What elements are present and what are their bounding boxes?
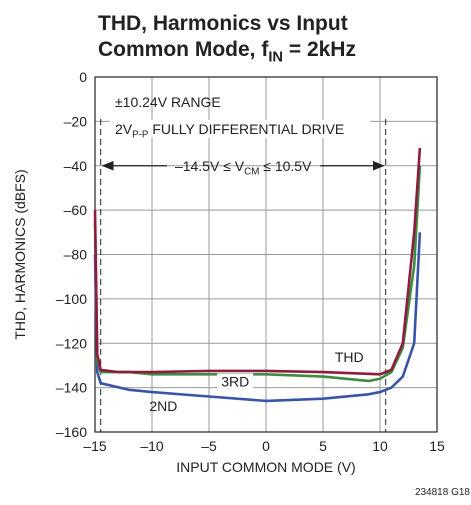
y-tick-label: –120 bbox=[56, 335, 87, 351]
x-tick-label: –15 bbox=[83, 438, 107, 454]
chart-title-part: Common Mode, f bbox=[98, 38, 269, 61]
x-tick-label: 0 bbox=[262, 438, 270, 454]
y-tick-label: –60 bbox=[64, 202, 88, 218]
series-line bbox=[93, 165, 422, 383]
annotation-part: P-P bbox=[132, 130, 149, 141]
y-axis-label: THD, HARMONICS (dBFS) bbox=[12, 169, 28, 339]
y-tick-label: –80 bbox=[64, 247, 88, 263]
annotation: 2VP-P FULLY DIFFERENTIAL DRIVE bbox=[115, 121, 344, 141]
chart-title-part: IN bbox=[268, 49, 283, 65]
annotation: ±10.24V RANGE bbox=[115, 94, 221, 110]
y-tick-label: 0 bbox=[79, 69, 87, 85]
annotation-part: 2V bbox=[115, 121, 133, 137]
y-tick-label: –100 bbox=[56, 291, 87, 307]
footnote: 234818 G18 bbox=[415, 487, 470, 498]
chart-title-part: = 2kHz bbox=[283, 38, 356, 61]
annotation-part: –14.5V ≤ V bbox=[175, 158, 245, 174]
chart-title-part: THD, Harmonics vs Input bbox=[98, 12, 348, 35]
footnote-part: 234818 G18 bbox=[415, 487, 470, 498]
y-tick-label: –20 bbox=[64, 113, 88, 129]
label-bg bbox=[217, 373, 254, 390]
x-tick-label: 15 bbox=[429, 438, 445, 454]
y-tick-label: –160 bbox=[56, 424, 87, 440]
annotation-part: ≤ 10.5V bbox=[259, 158, 312, 174]
annotation: –14.5V ≤ VCM ≤ 10.5V bbox=[175, 158, 312, 178]
series-label: THD bbox=[335, 349, 364, 365]
series-label: 2ND bbox=[149, 398, 177, 414]
x-tick-label: 10 bbox=[372, 438, 388, 454]
x-tick-label: 5 bbox=[319, 438, 327, 454]
annotation-part: FULLY DIFFERENTIAL DRIVE bbox=[148, 121, 344, 137]
y-tick-label: –40 bbox=[64, 158, 88, 174]
chart-title: THD, Harmonics vs Input bbox=[98, 12, 348, 35]
x-axis-label: INPUT COMMON MODE (V) bbox=[176, 459, 355, 475]
y-tick-label: –140 bbox=[56, 380, 87, 396]
annotation-part: CM bbox=[244, 166, 259, 177]
x-tick-label: –10 bbox=[140, 438, 164, 454]
chart-title: Common Mode, fIN = 2kHz bbox=[98, 38, 356, 65]
annotation-part: ±10.24V RANGE bbox=[115, 94, 221, 110]
x-tick-label: –5 bbox=[201, 438, 217, 454]
series-label: 3RD bbox=[221, 373, 249, 389]
annotation-bg bbox=[110, 120, 370, 138]
series-line bbox=[93, 232, 422, 403]
series-line bbox=[93, 147, 422, 376]
